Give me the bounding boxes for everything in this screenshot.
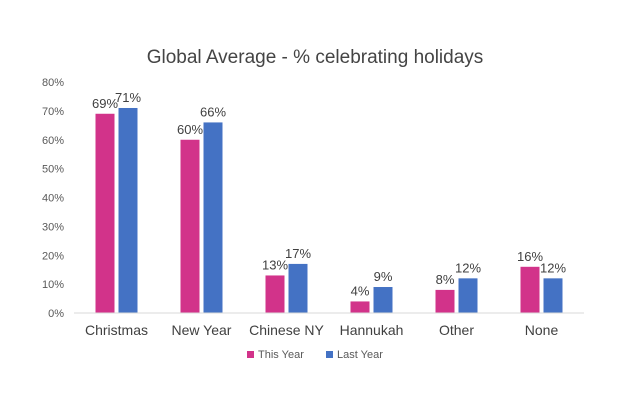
data-label: 8%: [436, 272, 455, 287]
x-axis-labels: Christmas New Year Chinese NY Hannukah Other…: [85, 322, 558, 338]
legend-swatch: [247, 351, 254, 358]
bar: [203, 122, 223, 313]
bar: [350, 301, 370, 313]
y-tick-label: 30%: [42, 221, 64, 233]
bars: 69%71%60%66%13%17%4%9% 8%12%16%12%: [92, 90, 566, 313]
data-label: 13%: [262, 257, 288, 272]
bar: [118, 107, 138, 313]
y-tick-label: 10%: [42, 279, 64, 291]
bar: [435, 289, 455, 313]
x-tick-label: Hannukah: [340, 322, 404, 338]
chart-title: Global Average - % celebrating holidays: [147, 47, 484, 68]
data-label: 60%: [177, 122, 203, 137]
bar: [543, 278, 563, 313]
data-label: 12%: [455, 260, 481, 275]
y-tick-label: 40%: [42, 193, 64, 205]
data-label: 9%: [374, 269, 393, 284]
x-tick-label: New Year: [172, 322, 232, 338]
data-label: 69%: [92, 96, 118, 111]
bar: [288, 263, 308, 313]
data-label: 66%: [200, 104, 226, 119]
y-tick-label: 70%: [42, 106, 64, 118]
bar: [458, 278, 478, 313]
data-label: 71%: [115, 90, 141, 105]
y-tick-label: 0%: [48, 308, 64, 320]
y-axis: 0% 10% 20% 30% 40% 50% 60% 70% 80%: [42, 77, 64, 320]
bar: [180, 139, 200, 313]
x-tick-label: Chinese NY: [249, 322, 324, 338]
data-label: 16%: [517, 249, 543, 264]
y-tick-label: 50%: [42, 164, 64, 176]
bar: [265, 275, 285, 313]
data-label: 17%: [285, 246, 311, 261]
y-tick-label: 60%: [42, 135, 64, 147]
legend: This Year Last Year: [247, 349, 383, 361]
y-tick-label: 20%: [42, 250, 64, 262]
legend-label: This Year: [258, 349, 304, 361]
bar: [520, 266, 540, 313]
x-tick-label: Christmas: [85, 322, 148, 338]
x-tick-label: None: [525, 322, 559, 338]
y-tick-label: 80%: [42, 77, 64, 89]
legend-swatch: [326, 351, 333, 358]
data-label: 12%: [540, 260, 566, 275]
x-tick-label: Other: [439, 322, 474, 338]
bar: [373, 287, 393, 313]
data-label: 4%: [351, 283, 370, 298]
legend-label: Last Year: [337, 349, 383, 361]
bar: [95, 113, 115, 313]
